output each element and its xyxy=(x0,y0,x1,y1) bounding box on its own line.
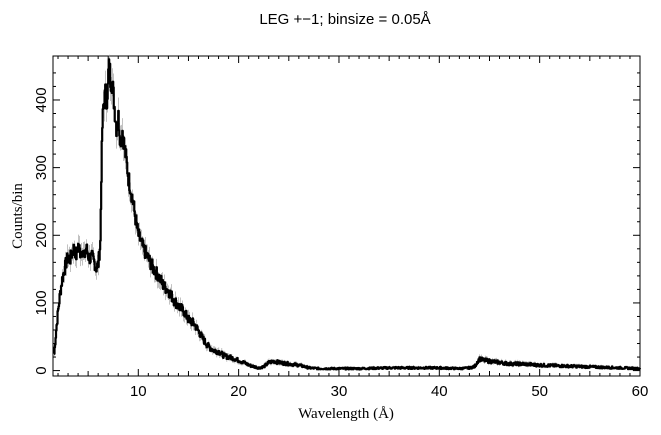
y-tick-label: 200 xyxy=(33,223,50,248)
x-tick-label: 50 xyxy=(531,383,548,400)
series-line xyxy=(53,58,642,371)
x-tick-label: 20 xyxy=(230,383,247,400)
plot-frame xyxy=(52,55,641,377)
chart-title: LEG +−1; binsize = 0.05Å xyxy=(259,11,430,28)
y-tick-label: 0 xyxy=(33,366,50,374)
data-series xyxy=(53,58,642,371)
y-tick-label: 100 xyxy=(33,290,50,315)
x-tick-label: 10 xyxy=(130,383,147,400)
error-band xyxy=(53,54,641,371)
x-tick-label: 40 xyxy=(431,383,448,400)
x-tick-label: 60 xyxy=(632,383,649,400)
y-axis: 0 100 200 300 400 xyxy=(33,72,640,375)
y-tick-label: 300 xyxy=(33,155,50,180)
y-tick-label: 400 xyxy=(33,87,50,112)
x-axis: 10 20 30 40 50 60 xyxy=(57,56,649,400)
x-axis-label: Wavelength (Å) xyxy=(298,406,394,422)
x-tick-label: 30 xyxy=(331,383,348,400)
y-axis-label: Counts/bin xyxy=(10,183,26,249)
